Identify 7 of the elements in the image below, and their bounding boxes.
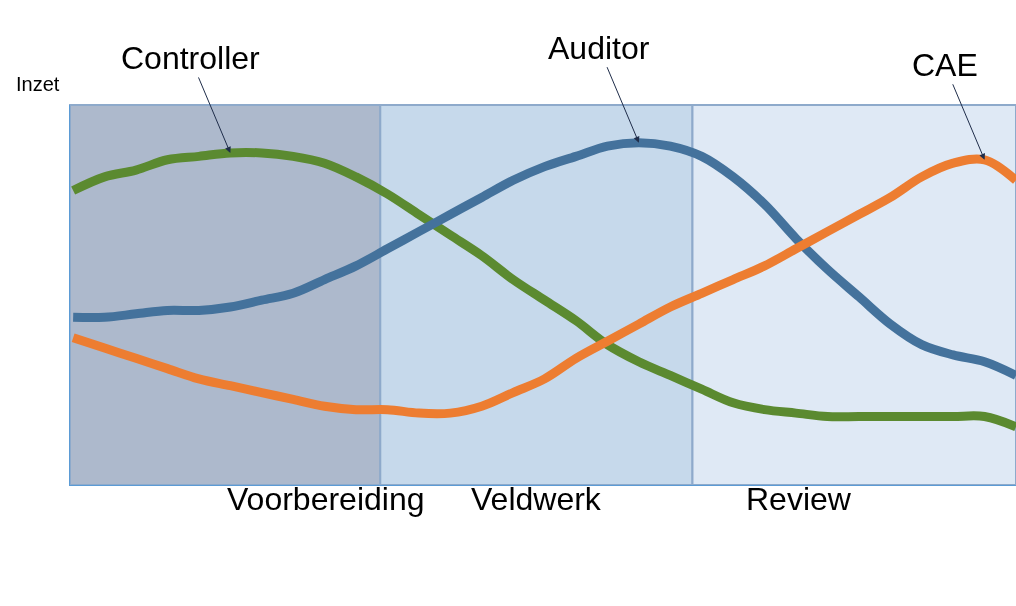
y-axis-title: Inzet: [16, 73, 60, 95]
text: CAE: [912, 47, 978, 83]
annotation: Voorbereiding: [227, 481, 425, 517]
annotation: Review: [746, 481, 852, 517]
annotation: Veldwerk: [471, 481, 602, 517]
text: Auditor: [548, 30, 650, 66]
text: Controller: [121, 40, 261, 76]
